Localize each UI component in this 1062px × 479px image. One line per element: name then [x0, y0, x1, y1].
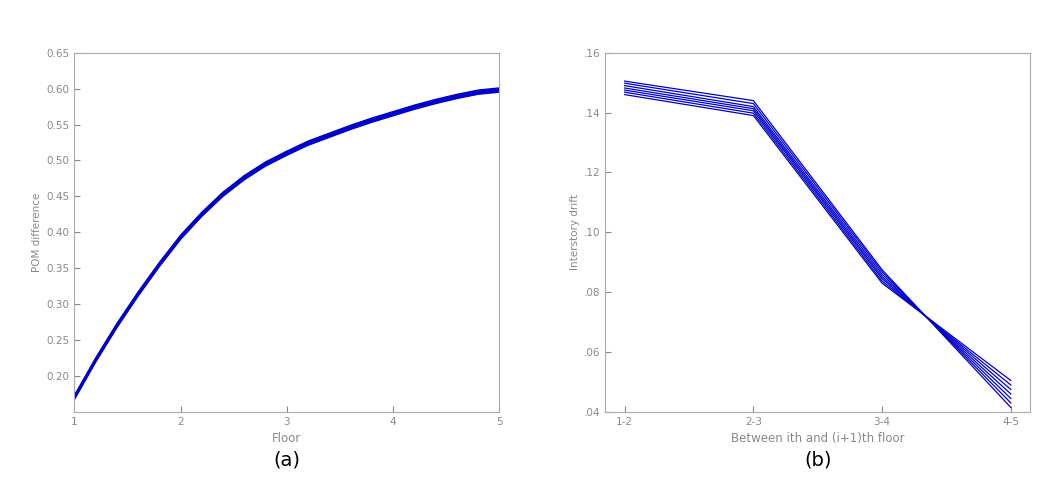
Y-axis label: Interstory drift: Interstory drift	[569, 194, 580, 270]
Text: (a): (a)	[273, 450, 301, 469]
X-axis label: Between ith and (i+1)th floor: Between ith and (i+1)th floor	[731, 433, 905, 445]
Y-axis label: POM difference: POM difference	[32, 193, 42, 272]
X-axis label: Floor: Floor	[272, 433, 302, 445]
Text: (b): (b)	[804, 450, 832, 469]
